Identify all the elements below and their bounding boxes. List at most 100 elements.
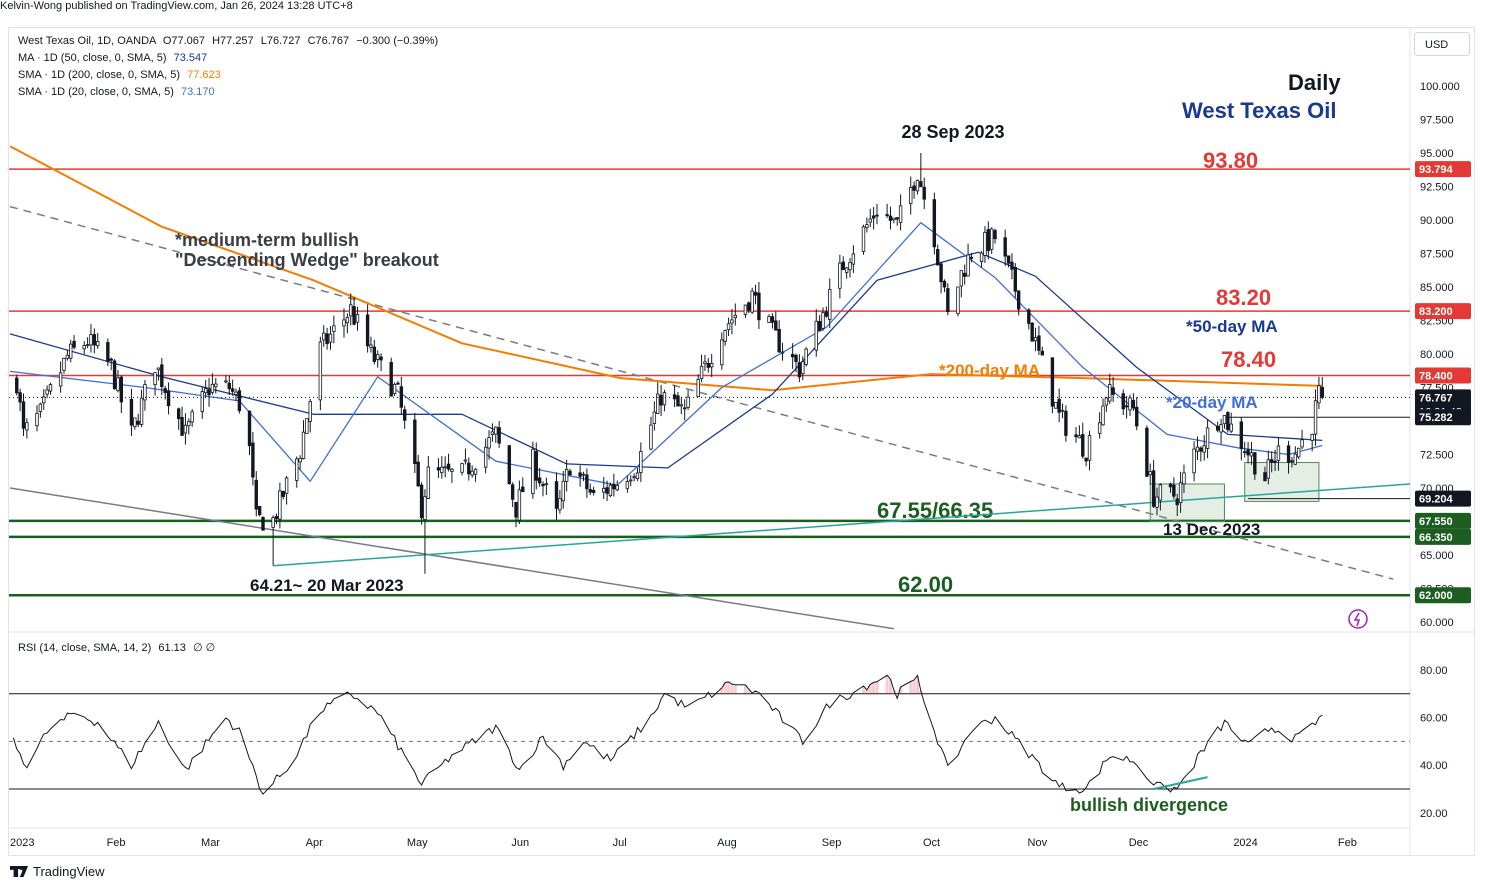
candle-body [1246, 449, 1250, 456]
candle-body [1239, 421, 1244, 449]
candle-body [45, 389, 49, 395]
sma200-line [9, 145, 1323, 392]
candle-body [1081, 434, 1085, 457]
candle-body [517, 489, 522, 521]
price-tag-box-top [1415, 409, 1471, 426]
candle-body [561, 480, 565, 502]
candle-body [632, 476, 636, 479]
candle-body [1276, 445, 1281, 461]
price-tick-label: 100.000 [1420, 81, 1460, 93]
candle-body [1229, 423, 1233, 432]
candle-body [743, 304, 748, 315]
candle-body [1175, 498, 1179, 506]
candle-body [1145, 427, 1149, 477]
candle-body [885, 214, 889, 217]
legend-sma200-label: SMA · 1D (200, close, 0, SMA, 5) [18, 69, 181, 81]
candle-body [554, 481, 559, 509]
candle-body [959, 270, 964, 287]
candle-body [956, 286, 960, 315]
level-axis-tag-label: 83.200 [1419, 306, 1453, 318]
candle-body [676, 395, 680, 407]
time-tick-label: 2024 [1233, 837, 1257, 849]
candle-body [203, 388, 208, 394]
price-tag-label: 75.282 [1419, 412, 1453, 424]
legend-close: C76.767 [307, 35, 350, 47]
time-tick-label: Oct [923, 837, 940, 849]
candle-body [106, 342, 110, 362]
candle-body [1178, 482, 1183, 503]
candle-body [936, 249, 940, 266]
candle-body [402, 409, 407, 421]
candle-body [544, 483, 549, 486]
candle-body [919, 181, 923, 188]
candle-body [1168, 483, 1173, 488]
candle-body [1037, 335, 1041, 351]
sma20-line [9, 222, 1323, 486]
candle-body [726, 323, 731, 330]
candle-body [892, 217, 896, 221]
candle-body [180, 417, 184, 436]
candle-body [585, 474, 589, 490]
candle-body [1006, 255, 1011, 264]
candle-body [1249, 452, 1254, 457]
candle-body [48, 384, 53, 392]
chart-annotation: *medium-term bullish [175, 230, 359, 250]
candle-body [160, 364, 164, 388]
candle-body [828, 289, 832, 320]
level-label: 83.20 [1216, 285, 1271, 310]
candle-body [1320, 386, 1324, 398]
level-label: 62.00 [898, 572, 953, 597]
candle-body [625, 481, 630, 489]
candle-body [750, 290, 754, 313]
chart-frame [8, 27, 1475, 856]
candle-body [69, 343, 73, 359]
candle-body [1016, 290, 1021, 310]
candle-body [342, 319, 346, 327]
candle-body [1199, 447, 1203, 452]
candle-body [274, 516, 279, 520]
candle-body [777, 328, 781, 353]
candle-body [817, 320, 822, 331]
candle-body [1195, 446, 1200, 452]
candle-body [1226, 412, 1230, 431]
trendline-wedge-lower [9, 487, 894, 630]
candle-body [1242, 451, 1247, 454]
candle-body [649, 424, 653, 450]
currency-button[interactable]: USD [1414, 32, 1470, 56]
price-tag-box-bottom [1415, 490, 1471, 507]
rsi-tick-label: 40.00 [1420, 760, 1448, 772]
consolidation-box [1149, 483, 1225, 523]
tradingview-branding[interactable]: TradingView [10, 864, 105, 879]
candle-body [888, 215, 893, 221]
candle-body [413, 419, 417, 465]
candle-body [1155, 496, 1159, 508]
candle-body [865, 224, 869, 228]
time-tick-label: May [407, 837, 428, 849]
candle-body [797, 362, 802, 378]
candle-body [1290, 460, 1294, 463]
legend-high: H77.257 [212, 35, 254, 47]
candle-body [426, 466, 431, 499]
price-tag-label: 69.204 [1419, 494, 1454, 506]
level-label: 93.80 [1203, 148, 1258, 173]
candle-body [65, 354, 70, 359]
level-label: 78.40 [1221, 347, 1276, 372]
candle-body [305, 418, 309, 434]
ma50-line [9, 251, 1323, 469]
candle-body [602, 487, 606, 493]
candle-body [662, 392, 667, 406]
candle-body [423, 496, 427, 520]
candle-body [15, 377, 19, 394]
candle-body [581, 473, 586, 476]
candle-body [227, 382, 231, 390]
level-axis-tag-label: 93.794 [1419, 164, 1454, 176]
candle-body [463, 459, 468, 462]
rsi-tick-label: 60.00 [1420, 713, 1448, 725]
candle-body [541, 483, 545, 487]
candle-body [871, 215, 876, 219]
candle-body [986, 229, 991, 252]
candle-body [176, 408, 181, 420]
trendline-wedge-upper [9, 205, 1394, 580]
candle-body [207, 389, 211, 396]
